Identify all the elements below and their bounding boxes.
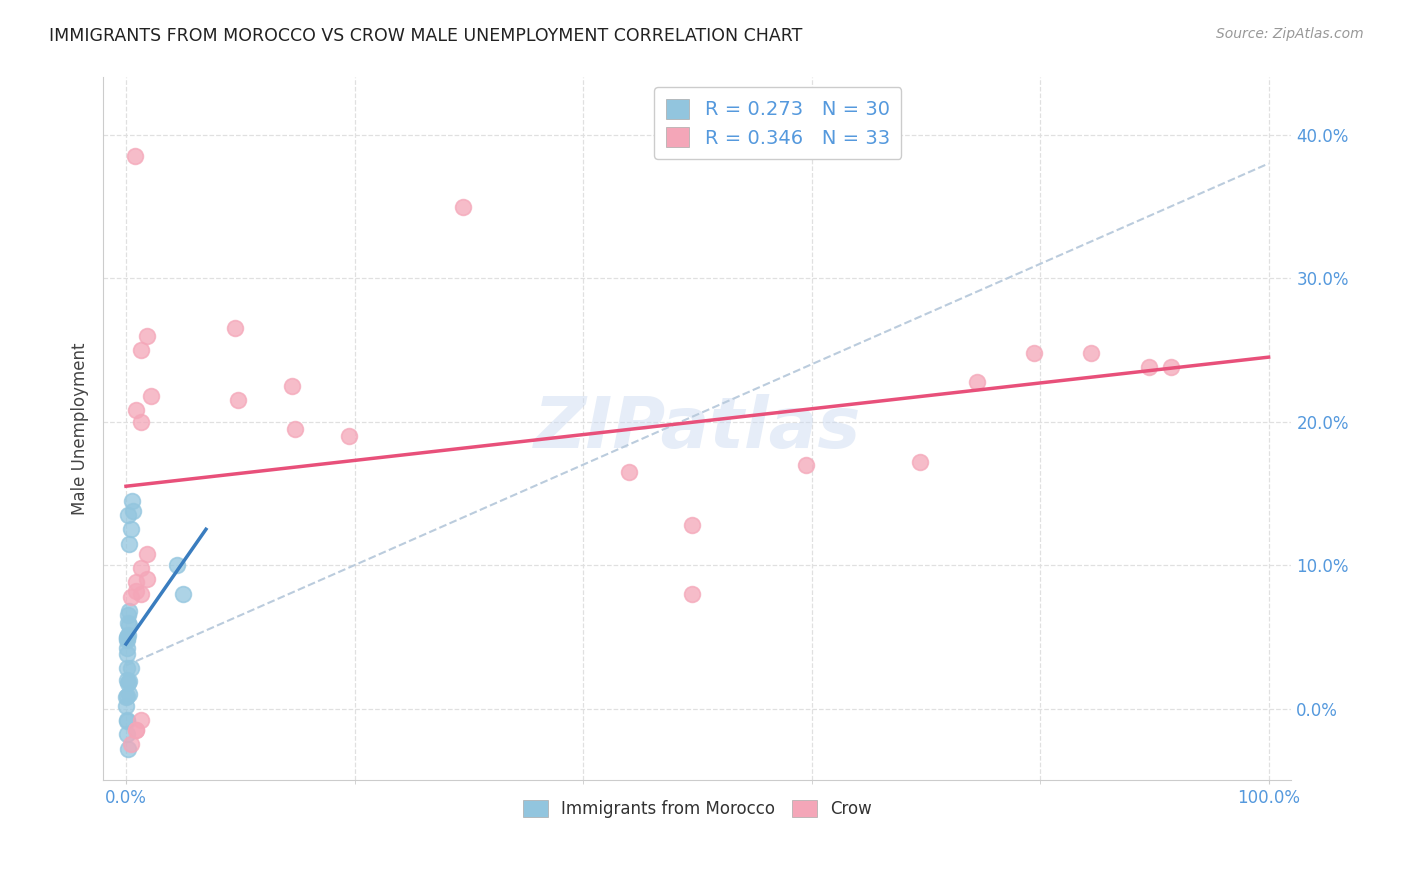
Point xyxy=(117,508,139,522)
Point xyxy=(908,455,931,469)
Point xyxy=(117,608,139,623)
Text: IMMIGRANTS FROM MOROCCO VS CROW MALE UNEMPLOYMENT CORRELATION CHART: IMMIGRANTS FROM MOROCCO VS CROW MALE UNE… xyxy=(49,27,803,45)
Point xyxy=(117,675,139,690)
Point xyxy=(135,573,157,587)
Point xyxy=(115,641,138,656)
Point xyxy=(617,465,640,479)
Point xyxy=(115,647,138,661)
Legend: Immigrants from Morocco, Crow: Immigrants from Morocco, Crow xyxy=(516,793,879,825)
Point xyxy=(166,558,188,573)
Point xyxy=(115,673,138,687)
Text: Source: ZipAtlas.com: Source: ZipAtlas.com xyxy=(1216,27,1364,41)
Point xyxy=(115,714,138,729)
Point xyxy=(224,321,246,335)
Text: ZIPatlas: ZIPatlas xyxy=(534,394,860,463)
Point xyxy=(226,393,249,408)
Point xyxy=(129,561,152,575)
Point xyxy=(120,661,142,675)
Point xyxy=(125,403,148,417)
Point xyxy=(125,723,148,737)
Point xyxy=(117,615,139,630)
Point xyxy=(1080,346,1102,360)
Point xyxy=(129,343,152,357)
Point xyxy=(966,375,988,389)
Point xyxy=(135,328,157,343)
Point xyxy=(115,632,138,647)
Point xyxy=(117,632,139,646)
Point xyxy=(115,713,138,727)
Point xyxy=(120,738,142,752)
Point xyxy=(115,630,138,644)
Point xyxy=(118,536,141,550)
Point xyxy=(280,379,302,393)
Point xyxy=(115,690,138,705)
Point xyxy=(129,713,152,727)
Point xyxy=(115,661,138,675)
Point xyxy=(121,503,143,517)
Point xyxy=(117,727,139,741)
Point xyxy=(118,674,141,689)
Point xyxy=(681,587,703,601)
Point xyxy=(135,547,157,561)
Point xyxy=(118,618,141,632)
Point xyxy=(125,723,148,737)
Point xyxy=(117,628,139,642)
Point xyxy=(125,575,148,590)
Point xyxy=(794,458,817,472)
Point xyxy=(1024,346,1046,360)
Point xyxy=(284,422,307,436)
Point xyxy=(120,522,142,536)
Point xyxy=(451,200,474,214)
Point xyxy=(121,493,143,508)
Point xyxy=(125,584,148,599)
Point xyxy=(1160,360,1182,375)
Point xyxy=(115,689,138,703)
Point xyxy=(129,587,152,601)
Point xyxy=(118,604,141,618)
Point xyxy=(681,518,703,533)
Point xyxy=(129,415,152,429)
Point xyxy=(337,429,360,443)
Point xyxy=(172,587,194,601)
Point xyxy=(139,389,162,403)
Point xyxy=(115,698,138,713)
Y-axis label: Male Unemployment: Male Unemployment xyxy=(72,343,89,515)
Point xyxy=(1137,360,1160,375)
Point xyxy=(120,590,142,604)
Point xyxy=(117,741,139,756)
Point xyxy=(118,687,141,701)
Point xyxy=(124,149,146,163)
